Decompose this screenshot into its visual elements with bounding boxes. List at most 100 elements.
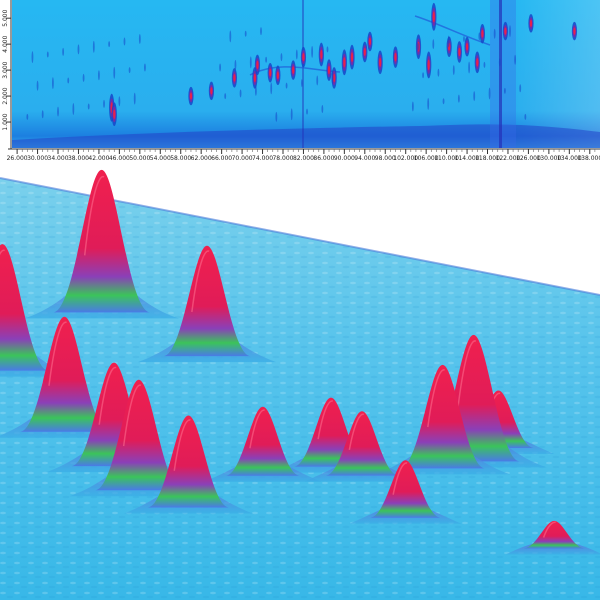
contour-peak xyxy=(208,81,215,101)
faint-streak xyxy=(326,46,329,53)
faint-streak xyxy=(144,63,146,72)
faint-streak xyxy=(260,27,262,36)
faint-streak xyxy=(463,35,465,42)
x-tick-label: 82.000 xyxy=(293,155,314,162)
y-tick-label: 5.000 xyxy=(2,9,9,26)
faint-streak xyxy=(295,49,298,60)
contour-peak xyxy=(275,65,281,86)
x-tick-label: 50.000 xyxy=(129,155,150,162)
contour-peak xyxy=(479,24,485,44)
faint-streak xyxy=(123,37,126,46)
y-tick-label: 1.000 xyxy=(2,113,9,130)
faint-streak xyxy=(437,68,440,77)
faint-streak xyxy=(417,42,419,51)
faint-streak xyxy=(219,63,222,72)
faint-streak xyxy=(52,77,54,90)
faint-streak xyxy=(468,61,471,74)
column-bleed-line xyxy=(302,0,304,148)
faint-streak xyxy=(239,89,242,98)
contour-peak xyxy=(456,41,462,63)
faint-streak xyxy=(46,51,49,58)
x-tick-label: 102.000 xyxy=(393,155,418,162)
contour-peak xyxy=(188,86,194,106)
contour-peaks xyxy=(26,2,578,127)
faint-streak xyxy=(503,87,506,94)
faint-streak xyxy=(67,77,70,84)
faint-streak xyxy=(229,30,232,43)
x-tick-label: 94.000 xyxy=(354,155,375,162)
faint-streak xyxy=(519,84,522,93)
faint-streak xyxy=(254,85,257,96)
faint-streak xyxy=(133,92,136,105)
column-bleed xyxy=(490,0,516,148)
faint-streak xyxy=(87,103,90,110)
faint-streak xyxy=(103,99,105,108)
faint-streak xyxy=(41,110,44,119)
contour-peak xyxy=(267,62,273,83)
faint-streak xyxy=(280,53,283,62)
faint-streak xyxy=(77,44,80,55)
faint-streak xyxy=(306,108,308,115)
contour-peak xyxy=(571,21,578,41)
surface-peak xyxy=(123,415,254,514)
contour-peak xyxy=(392,46,399,68)
x-tick-label: 30.000 xyxy=(27,155,48,162)
faint-streak xyxy=(26,113,29,120)
faint-streak xyxy=(270,82,273,95)
faint-streak xyxy=(249,56,252,69)
faint-streak xyxy=(411,101,414,112)
faint-streak xyxy=(478,32,481,41)
faint-streak xyxy=(321,105,324,114)
faint-streak xyxy=(427,97,430,110)
x-tick-label: 58.000 xyxy=(170,155,191,162)
x-tick-label: 34.000 xyxy=(48,155,69,162)
x-tick-label: 106.000 xyxy=(414,155,439,162)
x-tick-label: 118.000 xyxy=(475,155,500,162)
surface-peak xyxy=(203,406,322,482)
faint-streak xyxy=(138,33,141,44)
x-tick-label: 70.000 xyxy=(232,155,253,162)
faint-streak xyxy=(524,113,527,120)
baseline-band xyxy=(12,124,600,148)
x-tick-label: 98.000 xyxy=(375,155,396,162)
x-tick-label: 78.000 xyxy=(272,155,293,162)
contour-peak xyxy=(341,49,347,76)
contour-peak xyxy=(474,51,480,74)
x-tick-label: 74.000 xyxy=(252,155,273,162)
surface-peak xyxy=(349,460,462,524)
x-tick-label: 126.000 xyxy=(516,155,541,162)
x-tick-label: 26.000 xyxy=(7,155,28,162)
contour-peak xyxy=(431,2,437,31)
surface-peak xyxy=(24,169,179,319)
faint-streak xyxy=(290,108,293,121)
faint-streak xyxy=(432,39,435,50)
contour-peak xyxy=(464,36,470,57)
faint-streak xyxy=(98,70,100,81)
faint-streak xyxy=(442,98,445,105)
surface-peak xyxy=(304,411,420,482)
faint-streak xyxy=(422,72,424,79)
faint-streak xyxy=(224,93,227,100)
surface-peak xyxy=(137,245,277,363)
contour-peak xyxy=(502,21,509,41)
y-axis-ticks: 1.000 2.000 3.000 4.000 5.000 xyxy=(2,9,11,131)
x-tick-label: 134.000 xyxy=(557,155,582,162)
gc-3d-surface-plot xyxy=(0,169,600,600)
faint-streak xyxy=(275,111,278,122)
faint-streak xyxy=(447,35,450,48)
contour-peak xyxy=(349,44,355,70)
x-tick-label: 122.000 xyxy=(496,155,521,162)
x-tick-label: 38.000 xyxy=(68,155,89,162)
contour-peak xyxy=(528,14,534,33)
x-tick-label: 90.000 xyxy=(334,155,355,162)
x-tick-label: 114.000 xyxy=(455,155,480,162)
faint-streak xyxy=(301,79,303,88)
x-axis-ticks: 26.000 30.000 34.000 38.000 42.000 46.000 50.0… xyxy=(7,149,600,162)
faint-streak xyxy=(285,82,288,89)
faint-streak xyxy=(493,28,496,39)
faint-streak xyxy=(57,106,59,117)
x-tick-label: 46.000 xyxy=(109,155,130,162)
x-tick-label: 54.000 xyxy=(150,155,171,162)
contour-peak xyxy=(326,59,332,81)
contour-peak xyxy=(318,42,324,67)
